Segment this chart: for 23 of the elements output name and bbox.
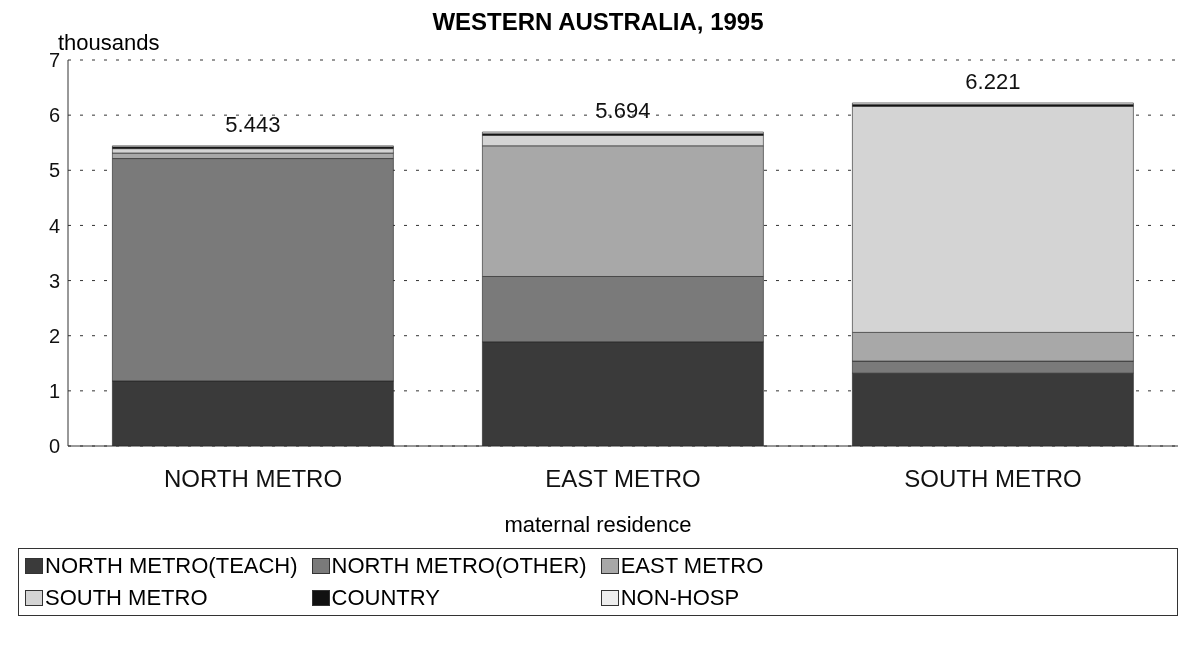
legend-label: EAST METRO: [620, 553, 764, 579]
chart-title: WESTERN AUSTRALIA, 1995: [432, 8, 764, 35]
y-tick-label: 4: [48, 214, 60, 237]
legend-label: NORTH METRO(OTHER): [331, 553, 587, 579]
y-tick-label: 5: [48, 159, 60, 182]
total-label: 5.443: [225, 111, 281, 137]
y-tick-label: 7: [48, 49, 60, 72]
y-tick-label: 6: [48, 104, 60, 127]
y-axis-title: thousands: [58, 30, 160, 55]
legend-label: SOUTH METRO: [45, 585, 208, 611]
y-tick-label: 0: [48, 435, 60, 458]
total-label: 5.694: [595, 98, 651, 124]
y-tick-label: 2: [48, 324, 60, 347]
y-tick-label: 3: [48, 269, 60, 292]
y-tick-label: 1: [48, 379, 60, 402]
legend-label: NON-HOSP: [620, 585, 740, 611]
x-axis-title: maternal residence: [503, 512, 693, 538]
legend-label: NORTH METRO(TEACH): [45, 553, 298, 579]
legend-label: COUNTRY: [331, 585, 440, 611]
x-tick-label: EAST METRO: [545, 465, 701, 493]
x-tick-label: NORTH METRO: [163, 465, 343, 493]
total-label: 6.221: [965, 68, 1021, 94]
x-tick-label: SOUTH METRO: [904, 465, 1082, 493]
